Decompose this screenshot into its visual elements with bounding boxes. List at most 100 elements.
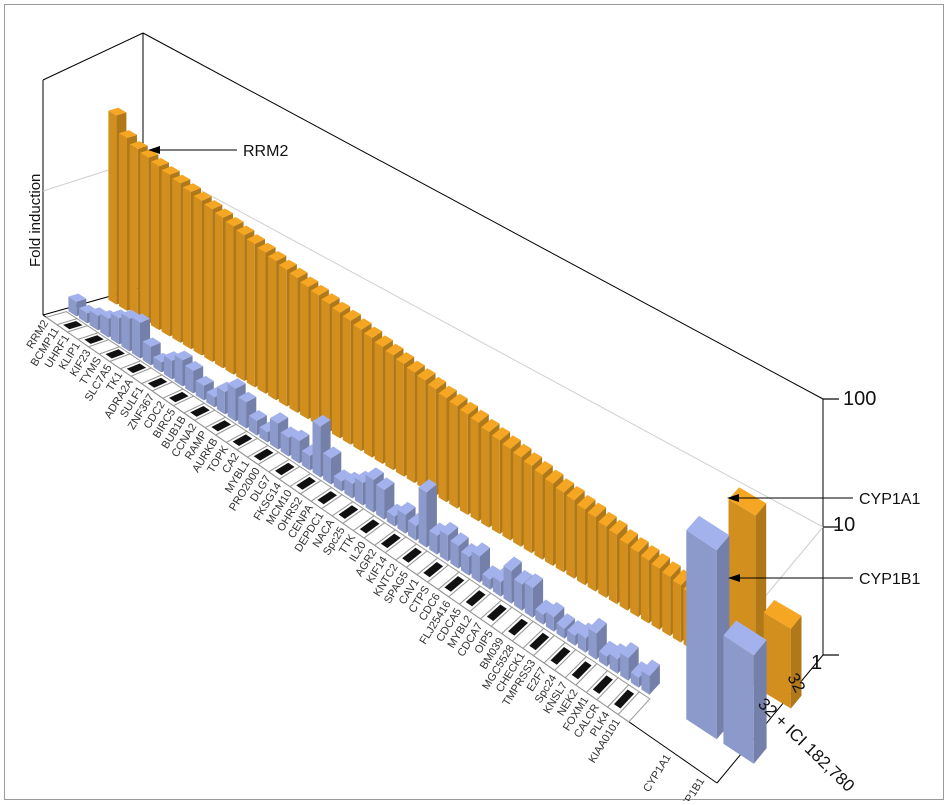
bar-ici-kif14-front	[408, 520, 416, 541]
bar-ici-cdca7-top	[503, 556, 522, 571]
bar-32-depdc1-front	[385, 350, 394, 471]
bar-ici-aurkb-top	[238, 391, 257, 403]
key-black	[592, 675, 613, 694]
bar-32-znf367-top	[214, 208, 233, 218]
gene-labels: RRM2BCMP11UHRF1KLIP1KIF23TYMSSLC7A5TK1AD…	[24, 318, 707, 801]
bar-32-spc25-top	[406, 360, 425, 373]
bar-ici-birc5-front	[195, 380, 204, 401]
bar-32-tk1-front	[182, 187, 191, 350]
bar-32-il20-front	[427, 384, 436, 496]
bar-32-ca2-top	[300, 276, 319, 287]
bar-ici-calcr-top	[620, 642, 639, 659]
bar-32-uhrf1-top	[129, 141, 148, 149]
bar-32-dlg7-front	[332, 307, 340, 439]
bar-32-cdca5-top	[523, 452, 543, 467]
bar-ici-rrm2-front	[68, 296, 77, 317]
bar-32-spag5-front	[470, 417, 479, 522]
bar-ici-ramp-front	[227, 383, 236, 422]
bar-ici-ca2-front	[259, 427, 268, 443]
bar-ici-topk-front	[248, 415, 257, 436]
key-black	[211, 420, 231, 432]
bar-ici-cyp1a1	[686, 515, 730, 740]
bar-32-adra2a-front	[193, 195, 202, 356]
bar-32-cyp1b1-front	[763, 612, 791, 709]
bar-32-check1-top	[587, 502, 607, 518]
bar-ici-cyp1b1	[723, 620, 767, 764]
bar-32-klip1-front	[140, 152, 149, 324]
bar-32-ohrs2-front	[364, 333, 372, 458]
bar-ici-tk1	[142, 337, 161, 366]
bar-ici-knsl7-front	[588, 628, 597, 660]
bar-ici-cyp1b1-top	[723, 620, 767, 656]
bar-ici-foxm1-top	[609, 643, 628, 660]
bar-ici-tmprss3-front	[556, 623, 565, 639]
bar-ici-adra2a-front	[153, 357, 162, 373]
key-black	[402, 547, 422, 563]
bar-32-e2f7-top	[608, 519, 628, 535]
bar-32-foxm1-top	[651, 553, 670, 569]
bar-32-calcr-front	[662, 572, 671, 637]
bar-ici-ccna2-front	[216, 386, 225, 415]
bar-ici-fksg14-front	[301, 450, 310, 471]
bar-ici-plk4-front	[630, 672, 639, 688]
bar-ici-pro2000-front	[280, 432, 289, 457]
key-black	[465, 590, 486, 607]
key-black	[486, 604, 507, 621]
bar-ici-flj25416-top	[471, 542, 490, 557]
bar-ici-kif23	[110, 309, 129, 345]
bar-32-ctps-front	[491, 435, 500, 535]
arrow-rrm2-icon	[148, 146, 160, 154]
key-black	[147, 377, 168, 388]
bar-32-check1-front	[587, 512, 596, 592]
key-black	[444, 576, 465, 592]
bar-ici-depdc1-top	[344, 471, 363, 484]
key-black	[508, 618, 528, 636]
bar-32-ttk-top	[417, 368, 436, 381]
bar-ici-nek2-front	[599, 651, 607, 667]
bar-32-mcm10-top	[353, 318, 372, 330]
bar-ici-check1-front	[545, 611, 554, 632]
bar-32-ramp-top	[268, 251, 287, 262]
bar-ici-cdc2-front	[185, 365, 194, 394]
bar-32-kntc2-top	[459, 401, 479, 415]
bar-32-ctps-top	[491, 427, 511, 441]
bar-ici-naca-front	[354, 477, 363, 506]
bar-32-agr2-front	[438, 393, 447, 503]
bar-ici-slc7a5-top	[132, 313, 151, 323]
bar-32-bcmp11-front	[119, 133, 127, 311]
bar-ici-spag5-top	[429, 522, 448, 536]
bar-ici-cyp1a1-top	[686, 515, 730, 551]
bar-ici-agr2-top	[397, 501, 416, 515]
bar-ici-spc25-top	[365, 467, 384, 480]
bar-32-kif14-front	[449, 401, 458, 509]
bar-ici-mybl1-top	[270, 412, 289, 424]
bar-32-cdca7-front	[545, 478, 553, 566]
bar-ici-cdc6-top	[461, 543, 480, 557]
bar-ici-cdca7-front	[503, 565, 512, 604]
bar-32-ca2-front	[300, 282, 309, 420]
key-black	[529, 632, 550, 651]
bar-32-spag5-top	[470, 409, 489, 423]
key-black	[232, 434, 253, 446]
bar-32-birc5-top	[236, 225, 255, 236]
bar-ici-agr2-front	[397, 509, 406, 534]
bar-ici-mcm10-top	[312, 414, 331, 427]
key-black	[275, 462, 295, 476]
bar-ici-dlg7-top	[291, 429, 310, 441]
y-tick-1: 1	[811, 652, 822, 674]
bar-ici-ctps-front	[450, 540, 459, 569]
bar-ici-cdca5-front	[482, 574, 491, 590]
bar-ici-mgc5528-top	[535, 599, 554, 615]
bar-32-dlg7-top	[332, 301, 351, 313]
bar-32-calcr-top	[662, 561, 681, 577]
bar-32-ramp-front	[268, 256, 277, 401]
bar-32-spc25-front	[406, 367, 415, 484]
bar-32-cyp1b1-top	[763, 600, 802, 629]
bar-ici-il20-top	[386, 503, 405, 517]
bar-32-mybl1-top	[310, 284, 329, 296]
bar-ici-spc24-front	[577, 632, 586, 653]
bar-32-mgc5528-top	[577, 495, 596, 510]
bar-ici-knsl7-top	[588, 617, 607, 634]
bar-32-ohrs2-top	[364, 326, 383, 338]
bar-ici-cav1-top	[439, 521, 459, 536]
